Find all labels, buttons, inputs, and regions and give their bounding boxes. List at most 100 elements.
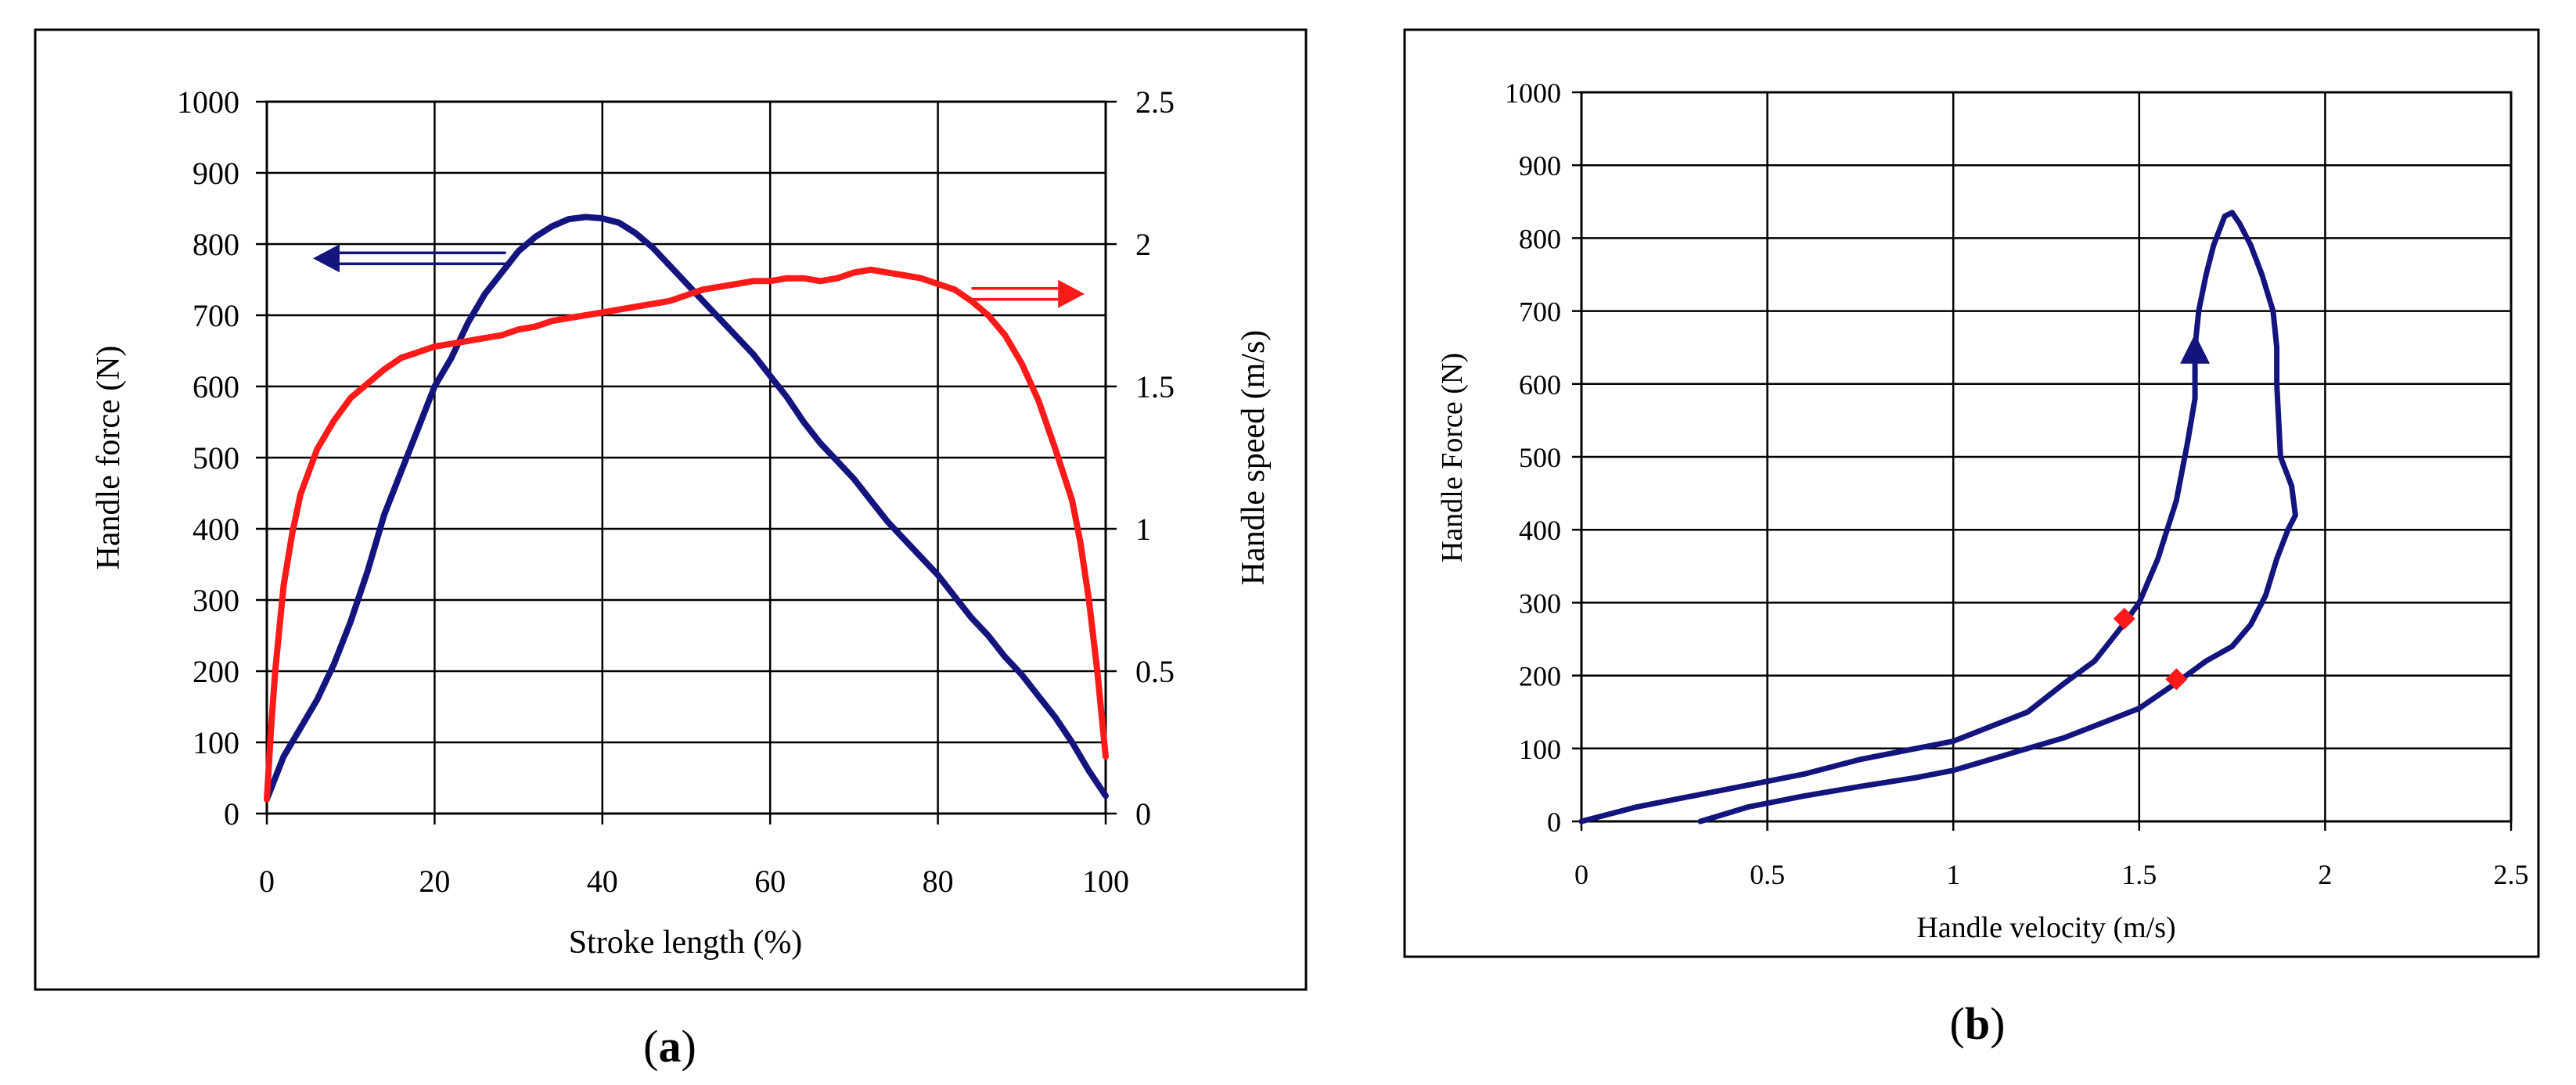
panel-b-data-point [2270, 308, 2276, 314]
panel-a-series-handle-force [264, 214, 1109, 803]
panel-a-y2-axis-label: Handle speed (m/s) [1236, 330, 1272, 586]
panel-b-data-point [1950, 738, 1956, 744]
panel-a-y2-ticks: 0 0.5 1 1.5 2 2.5 [1106, 84, 1175, 832]
panel-a-y-tick-label: 300 [192, 583, 239, 618]
panel-b-y-tick-label: 0 [1547, 807, 1561, 838]
panel-a-y2-tick-label: 2 [1135, 227, 1151, 262]
panel-b-y-tick-label: 100 [1519, 734, 1561, 765]
panel-b-triangle-marker [2180, 333, 2211, 364]
panel-a-y-ticks: 0 100 200 300 400 500 600 700 800 900 1000 [177, 84, 267, 832]
panel-b-data-point [2247, 621, 2254, 627]
panel-b-data-point [2292, 512, 2298, 519]
panel-a-y2-tick-label: 0.5 [1135, 654, 1175, 689]
panel-a-x-tick-label: 80 [923, 864, 954, 899]
panel-a-arrow-head [1058, 279, 1085, 308]
panel-b-x-tick-label: 0.5 [1750, 859, 1785, 890]
panel-b-data-point [1988, 756, 1994, 763]
panel-a-arrow-head [312, 244, 340, 273]
panel-a-caption: (a) [643, 1021, 696, 1072]
panel-b-data-point [1988, 724, 1994, 730]
panel-a-y2-tick-label: 1 [1135, 512, 1151, 547]
panel-b-x-tick-label: 0 [1574, 859, 1588, 890]
panel-a-y-axis-label: Handle force (N) [91, 346, 127, 570]
panel-b-data-point [2289, 483, 2295, 489]
panel-b-data-point [2262, 592, 2268, 598]
panel-b-data-point [2274, 555, 2280, 562]
panel-b-data-point [2229, 643, 2236, 649]
panel-b-data-point [2229, 210, 2236, 216]
panel-b-data-point [2277, 454, 2283, 460]
panel-a-x-tick-label: 40 [587, 864, 618, 899]
panel-b-series [1578, 210, 2298, 825]
panel-a-x-axis-label: Stroke length (%) [569, 925, 803, 961]
panel-b-y-tick-label: 300 [1519, 587, 1561, 619]
panel-b-data-point [2259, 271, 2265, 278]
panel-b-y-tick-label: 700 [1519, 296, 1561, 328]
panel-b-data-point [1950, 767, 1956, 774]
panel-b-data-point [2196, 308, 2202, 314]
panel-b-y-tick-label: 200 [1519, 661, 1561, 692]
panel-b-chart: 0 100 200 300 400 500 600 700 800 900 1000 0 0.5 1 1.… [1403, 28, 2540, 1049]
panel-b-caption-close: ) [1990, 998, 2005, 1049]
panel-b-data-point [2024, 745, 2031, 752]
panel-b-data-point [1746, 781, 1752, 788]
panel-b-y-axis-label: Handle Force (N) [1436, 353, 1469, 562]
panel-b-y-tick-label: 400 [1519, 515, 1561, 546]
panel-a-y-tick-label: 900 [192, 156, 239, 191]
panel-b-data-point [2285, 526, 2291, 533]
panel-b-data-point [1857, 783, 1863, 789]
panel-a-arrows [312, 244, 1085, 308]
panel-b-data-point [2155, 555, 2161, 562]
panel-b-y-tick-label: 1000 [1505, 77, 1561, 109]
panel-b-data-point [2192, 395, 2198, 401]
panel-a-arrow-right-axis [971, 279, 1085, 308]
panel-b-data-point [2062, 680, 2068, 686]
panel-b-frame [1403, 28, 2540, 958]
panel-b-data-point [2211, 243, 2217, 249]
panel-b-data-point [2136, 706, 2142, 712]
panel-b-x-ticks: 0 0.5 1 1.5 2 2.5 [1574, 821, 2529, 890]
panel-b-x-tick-label: 2 [2318, 859, 2332, 890]
panel-b-y-ticks: 0 100 200 300 400 500 600 700 800 900 1000 [1505, 77, 1581, 838]
panel-a-y2-tick-label: 1.5 [1135, 369, 1175, 404]
panel-b-data-point [2222, 213, 2228, 219]
panel-b-data-point [2136, 599, 2142, 605]
panel-b-data-point [1801, 792, 1808, 799]
panel-b-data-point [2099, 720, 2105, 726]
panel-b-y-tick-label: 600 [1519, 369, 1561, 401]
panel-a-frame [34, 28, 1308, 991]
panel-b-data-point [2062, 735, 2068, 741]
panel-b-markers [2113, 333, 2211, 691]
panel-a-caption-open: ( [643, 1021, 658, 1072]
panel-b-data-point [1801, 771, 1808, 777]
panel-b-diamond-marker [2113, 607, 2135, 630]
panel-b-data-point [2247, 243, 2254, 249]
panel-a-x-tick-label: 20 [419, 864, 450, 899]
panel-a-x-ticks: 0 20 40 60 80 100 [259, 814, 1129, 899]
panel-b-data-point [1697, 818, 1704, 825]
panel-b-x-tick-label: 2.5 [2494, 859, 2529, 890]
panel-b-data-point [2092, 658, 2098, 664]
panel-b-caption-open: ( [1950, 998, 1965, 1049]
panel-a-x-tick-label: 60 [754, 864, 786, 899]
panel-b-caption-letter: b [1965, 998, 1990, 1049]
panel-a-y-tick-label: 1000 [177, 84, 239, 120]
panel-b-y-tick-label: 500 [1519, 442, 1561, 473]
panel-a-x-tick-label: 100 [1082, 864, 1129, 899]
panel-a-y-tick-label: 0 [224, 796, 239, 832]
panel-b-data-point [1913, 774, 1919, 781]
panel-a-series [264, 214, 1109, 803]
panel-b-y-tick-label: 900 [1519, 150, 1561, 181]
panel-b-data-point [2173, 498, 2179, 504]
panel-a-y-tick-label: 200 [192, 654, 239, 689]
panel-a-arrow-left-axis [312, 244, 506, 273]
panel-b-data-point [1913, 745, 1919, 752]
panel-a-y-tick-label: 400 [192, 512, 239, 547]
panel-a-y-tick-label: 500 [192, 440, 239, 476]
panel-b-data-point [1857, 756, 1863, 763]
panel-b-data-point [1634, 803, 1640, 810]
panel-b-data-point [2274, 381, 2280, 387]
panel-b-data-point [1690, 792, 1696, 799]
